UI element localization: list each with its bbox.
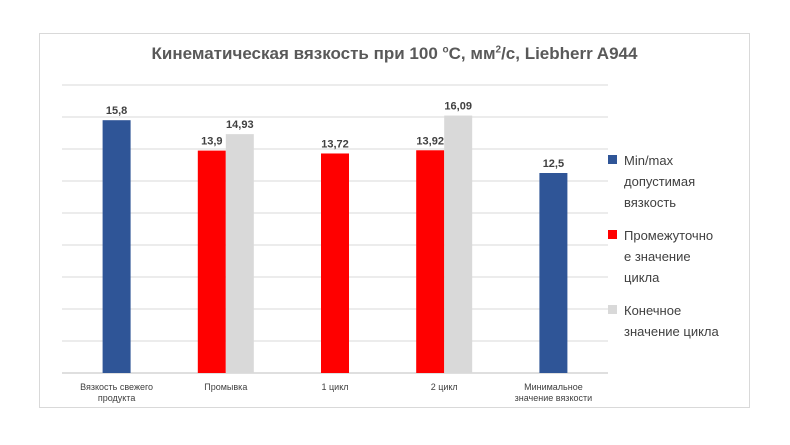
legend-item-final: Конечное значение цикла (608, 300, 750, 342)
data-label-5-series-1: 12,5 (543, 158, 564, 170)
data-label-4-series-3: 16,09 (444, 101, 472, 113)
chart-title-squared: 2 (495, 44, 502, 56)
bar-5-series-1 (539, 173, 568, 373)
legend-item-intermediate: Промежуточно е значение цикла (608, 225, 750, 288)
category-label-3: 1 цикл (322, 382, 349, 392)
chart-frame (39, 33, 750, 408)
data-label-3-series-2: 13,72 (321, 138, 349, 150)
category-label-4: 2 цикл (431, 382, 458, 392)
category-label-1: продукта (98, 393, 136, 403)
chart-legend: Min/max допустимая вязкость Промежуточно… (608, 150, 750, 354)
chart-title-degree: o (442, 44, 449, 56)
legend-swatch-intermediate (608, 230, 617, 239)
legend-label-intermediate-1: Промежуточно (624, 228, 714, 243)
category-label-5: Минимальное (524, 382, 583, 392)
category-label-2: Промывка (204, 382, 247, 392)
category-label-1: Вязкость свежего (80, 382, 153, 392)
legend-swatch-final (608, 305, 617, 314)
legend-label-intermediate-2: е значение (624, 249, 691, 264)
chart-title: Кинематическая вязкость при 100 oC, мм2/… (39, 44, 750, 64)
data-label-2-series-3: 14,93 (226, 119, 254, 131)
legend-label-final-1: Конечное (624, 303, 682, 318)
legend-label-minmax-3: вязкость (624, 195, 677, 210)
legend-label-minmax-2: допустимая (624, 174, 696, 189)
legend-item-minmax: Min/max допустимая вязкость (608, 150, 750, 213)
bar-2-series-2 (197, 150, 226, 373)
legend-label-minmax-1: Min/max (624, 153, 674, 168)
data-label-2-series-2: 13,9 (201, 136, 222, 148)
bar-1-series-1 (102, 120, 131, 373)
chart-title-main: Кинематическая вязкость при 100 (151, 44, 443, 63)
data-label-4-series-2: 13,92 (416, 135, 444, 147)
chart-title-units: C, мм (448, 44, 496, 63)
legend-label-final-2: значение цикла (624, 324, 719, 339)
data-label-1-series-1: 15,8 (106, 105, 127, 117)
legend-label-intermediate-3: цикла (624, 270, 660, 285)
bar-3-series-2 (321, 153, 349, 373)
bar-4-series-2 (416, 150, 445, 373)
bar-2-series-3 (225, 134, 254, 373)
category-label-5: значение вязкости (515, 393, 592, 403)
bar-4-series-3 (444, 115, 473, 373)
legend-swatch-minmax (608, 155, 617, 164)
chart-title-end: /с, Liebherr A944 (501, 44, 638, 63)
